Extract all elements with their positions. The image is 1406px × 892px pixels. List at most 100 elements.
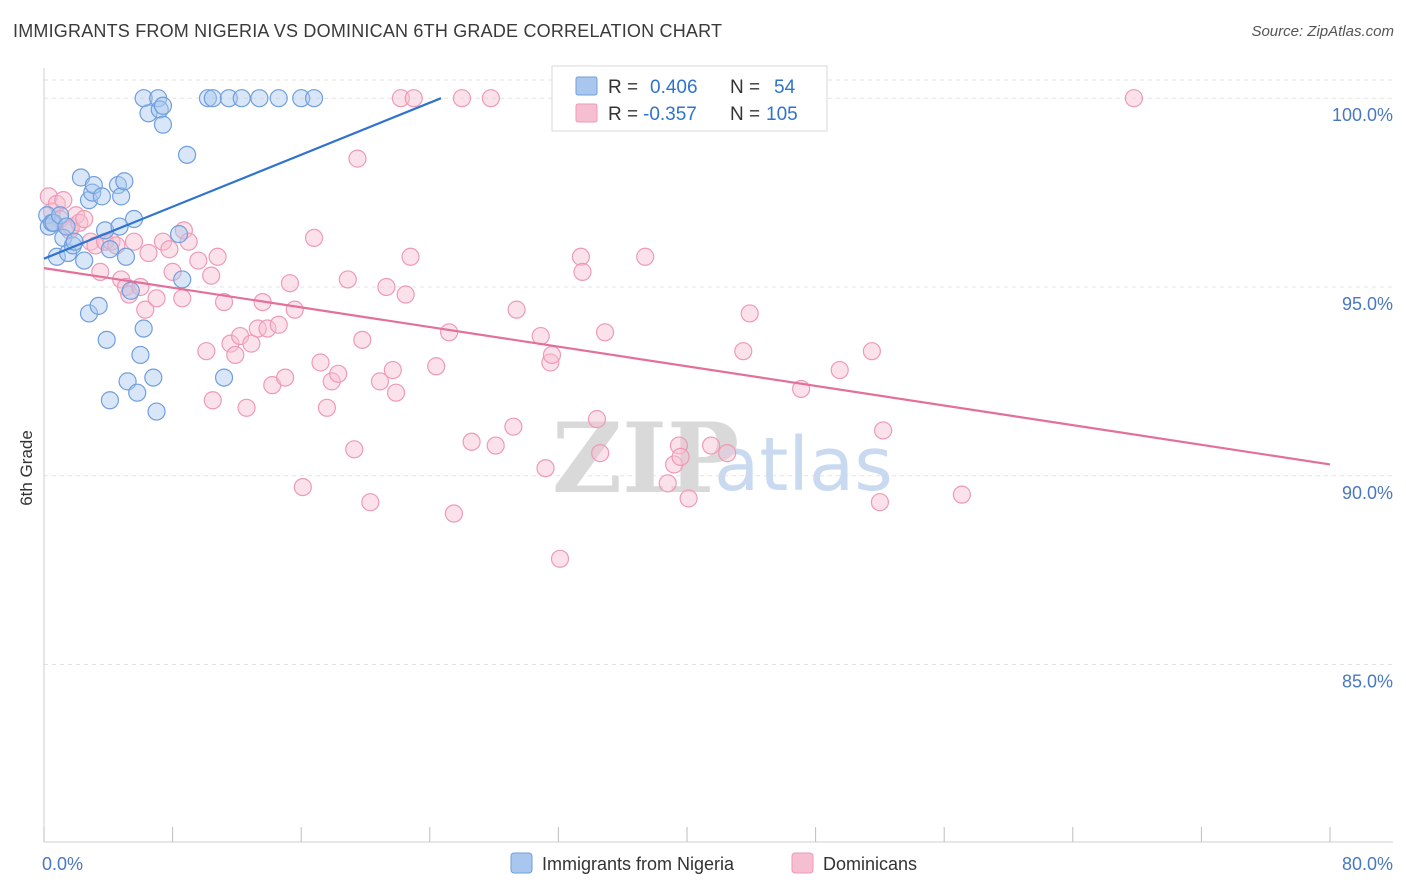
- dominicans-point: [269, 315, 288, 334]
- nigeria-point: [121, 281, 140, 300]
- nigeria-point: [203, 89, 222, 108]
- chart-title: IMMIGRANTS FROM NIGERIA VS DOMINICAN 6TH…: [13, 21, 723, 41]
- legend-r-value-2: -0.357: [643, 104, 697, 125]
- dominicans-point: [345, 440, 364, 459]
- dominicans-point: [671, 447, 690, 466]
- dominicans-point: [353, 330, 372, 349]
- dominicans-point: [197, 342, 216, 361]
- dominicans-point: [361, 493, 380, 512]
- dominicans-point: [591, 444, 610, 463]
- nigeria-point: [65, 232, 84, 251]
- dominicans-point: [550, 549, 570, 568]
- y-tick-labels: 85.0% 90.0% 95.0% 100.0%: [1332, 105, 1393, 691]
- dominicans-point: [669, 436, 689, 455]
- nigeria-point: [219, 89, 238, 108]
- dominicans-point: [189, 251, 208, 270]
- dominicans-point: [202, 266, 221, 285]
- y-tick-label: 95.0%: [1342, 294, 1393, 314]
- nigeria-point: [169, 225, 189, 244]
- nigeria-point: [173, 270, 192, 289]
- dominicans-point: [444, 504, 464, 523]
- nigeria-point: [50, 206, 70, 225]
- legend-r-value-1: 0.406: [650, 77, 698, 98]
- dominicans-point: [322, 372, 341, 391]
- x-tick-label-min: 0.0%: [42, 854, 83, 874]
- legend-r-label-2: R =: [608, 104, 638, 125]
- nigeria-point: [304, 89, 324, 108]
- nigeria-point: [116, 247, 136, 266]
- dominicans-point: [242, 334, 261, 353]
- nigeria-point: [83, 183, 102, 202]
- dominicans-point: [658, 474, 677, 493]
- x-tick-labels: 0.0% 80.0%: [42, 854, 1393, 874]
- series-legend: Immigrants from Nigeria Dominicans: [510, 852, 917, 874]
- y-tick-label: 85.0%: [1342, 672, 1393, 692]
- dominicans-point: [276, 368, 295, 387]
- dominicans-point: [481, 89, 500, 108]
- dominicans-point: [214, 292, 234, 312]
- dominicans-point: [208, 247, 227, 266]
- dominicans-point: [329, 364, 348, 383]
- dominicans-point: [377, 277, 396, 297]
- x-tick-label-max: 80.0%: [1342, 854, 1393, 874]
- nigeria-point: [79, 304, 99, 323]
- nigeria-point: [147, 402, 166, 421]
- nigeria-point: [144, 368, 163, 387]
- nigeria-point: [92, 187, 111, 206]
- nigeria-point: [115, 172, 134, 191]
- legend-n-value-2: 105: [766, 104, 798, 125]
- dominicans-point: [173, 289, 192, 308]
- dominicans-point: [136, 300, 155, 319]
- series-legend-swatch-dominicans: [791, 852, 814, 874]
- dominicans-point: [226, 345, 245, 365]
- dominicans-point: [541, 353, 560, 372]
- nigeria-point: [214, 368, 234, 387]
- dominicans-point: [304, 228, 324, 248]
- trend-lines: [43, 97, 1331, 466]
- dominicans-point: [248, 319, 267, 338]
- dominicans-point: [401, 247, 420, 266]
- stats-legend-box: [551, 65, 828, 132]
- dominicans-point: [595, 323, 615, 342]
- dominicans-point: [293, 477, 312, 497]
- legend-swatch-blue: [575, 76, 598, 96]
- nigeria-trend-line: [43, 97, 442, 260]
- dominicans-point: [504, 417, 523, 436]
- nigeria-point: [153, 96, 173, 115]
- dominicans-point: [139, 243, 158, 263]
- dominicans-trend-line: [43, 267, 1331, 466]
- dominicans-point: [404, 89, 423, 108]
- dominicans-point: [338, 270, 357, 289]
- dominicans-point: [147, 289, 166, 308]
- dominicans-point: [386, 383, 406, 402]
- dominicans-point: [1124, 89, 1143, 108]
- dominicans-point: [952, 485, 971, 504]
- dominicans-point: [179, 232, 198, 251]
- dominicans-point: [221, 334, 240, 353]
- dominicans-point: [636, 247, 655, 266]
- legend-n-label-1: N =: [730, 77, 760, 98]
- dominicans-point: [870, 493, 890, 512]
- dominicans-point: [163, 262, 182, 281]
- dominicans-point: [830, 360, 849, 380]
- dominicans-point: [734, 342, 753, 361]
- legend-n-label-2: N =: [730, 104, 760, 125]
- dominicans-point: [370, 372, 390, 391]
- dominicans-points: [39, 89, 1143, 568]
- nigeria-point: [198, 89, 218, 108]
- dominicans-point: [862, 342, 881, 361]
- dominicans-point: [317, 398, 337, 417]
- watermark: ZIP atlas: [552, 402, 893, 515]
- nigeria-point: [112, 187, 131, 206]
- nigeria-point: [75, 251, 94, 270]
- series-legend-label-dominicans: Dominicans: [823, 854, 917, 874]
- dominicans-point: [237, 398, 256, 417]
- legend-swatch-pink: [575, 103, 598, 123]
- series-legend-swatch-nigeria: [510, 852, 533, 874]
- nigeria-point: [57, 217, 76, 236]
- dominicans-point: [311, 353, 330, 372]
- dominicans-point: [391, 89, 410, 108]
- nigeria-point: [177, 145, 197, 164]
- dominicans-point: [258, 319, 277, 338]
- dominicans-point: [160, 240, 179, 259]
